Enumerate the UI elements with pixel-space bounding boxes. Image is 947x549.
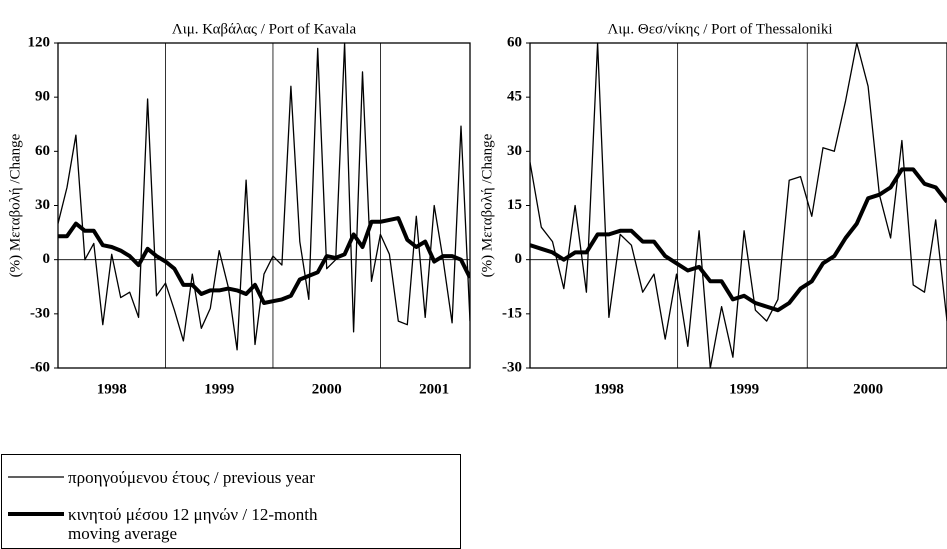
legend-label: προηγούμενου έτους / previous year [68, 468, 315, 487]
chart-title: Λιμ. Καβάλας / Port of Kavala [172, 21, 357, 37]
chart-title: Λιμ. Θεσ/νίκης / Port of Thessaloniki [607, 21, 832, 37]
y-axis-label: (%) Μεταβολή /Change [479, 133, 495, 277]
y-tick-label: 0 [515, 251, 523, 267]
data-line [58, 216, 470, 305]
x-tick-label: 1998 [594, 381, 624, 397]
y-tick-label: 0 [43, 251, 51, 267]
x-tick-label: 1999 [729, 381, 759, 397]
data-line [58, 42, 470, 351]
data-line [530, 42, 947, 369]
plot-frame [529, 42, 947, 369]
x-tick-label: 2000 [312, 381, 342, 397]
x-tick-label: 2001 [419, 381, 449, 397]
legend-swatch [8, 512, 64, 516]
y-tick-label: 60 [507, 34, 522, 50]
y-tick-label: -30 [30, 305, 50, 321]
legend-swatch [8, 476, 64, 478]
data-line [530, 167, 947, 313]
y-tick-label: 60 [35, 143, 50, 159]
y-tick-label: 15 [507, 197, 522, 213]
x-tick-label: 1998 [97, 381, 127, 397]
y-tick-label: 120 [28, 34, 51, 50]
y-tick-label: 30 [507, 143, 522, 159]
legend-label: κινητού μέσου 12 μηνών / 12-month moving… [68, 505, 318, 543]
y-axis-label: (%) Μεταβολή /Change [7, 133, 23, 277]
legend-item: κινητού μέσου 12 μηνών / 12-month moving… [8, 505, 348, 543]
y-tick-label: -30 [502, 359, 522, 375]
plot-area [530, 42, 947, 369]
charts: -60 -30 0 30 60 90 120 1998 1999 2000 2001 Λιμ. Καβ… [7, 21, 947, 397]
legend: προηγούμενου έτους / previous year κινητ… [1, 454, 461, 549]
x-tick-label: 1999 [204, 381, 234, 397]
plot-area [58, 42, 470, 351]
y-tick-label: 30 [35, 197, 50, 213]
x-tick-label: 2000 [853, 381, 883, 397]
y-tick-label: 45 [507, 89, 522, 105]
y-tick-label: -60 [30, 359, 50, 375]
y-tick-label: 90 [35, 89, 50, 105]
legend-item: προηγούμενου έτους / previous year [8, 468, 348, 487]
y-tick-label: -15 [502, 305, 522, 321]
